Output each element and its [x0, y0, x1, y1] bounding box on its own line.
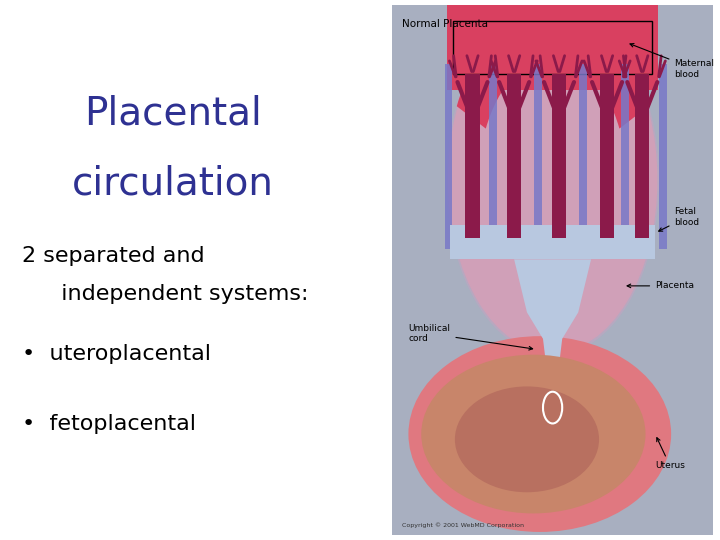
FancyArrowPatch shape [643, 56, 648, 71]
Text: Uterus: Uterus [655, 438, 685, 470]
FancyArrowPatch shape [449, 61, 456, 77]
FancyArrowPatch shape [624, 61, 630, 77]
FancyArrowPatch shape [473, 56, 478, 71]
Bar [534, 64, 542, 249]
FancyArrowPatch shape [508, 56, 513, 71]
Bar [490, 64, 498, 249]
FancyArrowPatch shape [610, 82, 622, 114]
FancyArrowPatch shape [540, 56, 543, 77]
Text: Copyright © 2001 WebMD Corporation: Copyright © 2001 WebMD Corporation [402, 523, 524, 528]
FancyArrowPatch shape [489, 56, 491, 77]
FancyArrowPatch shape [515, 56, 520, 71]
Text: independent systems:: independent systems: [47, 284, 308, 305]
FancyArrowPatch shape [624, 56, 626, 77]
Bar [507, 74, 521, 238]
FancyArrowPatch shape [601, 56, 606, 71]
Bar [660, 64, 667, 249]
FancyBboxPatch shape [454, 21, 652, 74]
Bar [447, 0, 658, 90]
FancyArrowPatch shape [454, 56, 456, 77]
FancyArrowPatch shape [660, 61, 665, 77]
FancyArrowPatch shape [562, 82, 574, 114]
FancyArrowPatch shape [490, 61, 495, 77]
Text: 2 separated and: 2 separated and [22, 246, 204, 267]
Text: Placenta: Placenta [627, 281, 694, 291]
FancyArrowPatch shape [560, 56, 564, 71]
FancyArrowPatch shape [576, 61, 582, 77]
FancyArrowPatch shape [491, 61, 497, 77]
Circle shape [449, 8, 657, 352]
Ellipse shape [455, 387, 599, 492]
FancyArrowPatch shape [536, 61, 542, 77]
FancyArrowPatch shape [627, 82, 639, 114]
Text: Umbilical
cord: Umbilical cord [408, 324, 533, 350]
FancyArrowPatch shape [544, 82, 557, 114]
Polygon shape [514, 259, 591, 365]
FancyArrowPatch shape [624, 56, 626, 77]
Circle shape [447, 5, 658, 355]
FancyArrowPatch shape [636, 56, 642, 71]
FancyArrowPatch shape [475, 82, 487, 114]
Text: Fetal
blood: Fetal blood [659, 207, 699, 231]
Bar [552, 74, 566, 238]
FancyArrowPatch shape [554, 56, 558, 71]
Text: •  uteroplacental: • uteroplacental [22, 343, 210, 364]
Text: Placental: Placental [84, 94, 261, 132]
FancyArrowPatch shape [499, 82, 511, 114]
Bar [450, 225, 655, 259]
Text: circulation: circulation [72, 165, 274, 202]
Bar [465, 74, 480, 238]
FancyArrowPatch shape [575, 56, 578, 77]
Ellipse shape [421, 355, 646, 514]
FancyArrowPatch shape [517, 82, 529, 114]
FancyArrowPatch shape [467, 56, 472, 71]
Text: Normal Placenta: Normal Placenta [402, 18, 488, 29]
FancyArrowPatch shape [495, 56, 498, 77]
Bar [540, 360, 565, 429]
FancyArrowPatch shape [592, 82, 605, 114]
FancyArrowPatch shape [659, 56, 661, 77]
Bar [600, 74, 614, 238]
FancyArrowPatch shape [531, 61, 537, 77]
Bar [635, 74, 649, 238]
FancyArrowPatch shape [608, 56, 613, 71]
Bar [621, 64, 629, 249]
Bar [445, 64, 452, 249]
FancyArrowPatch shape [619, 61, 625, 77]
Bar [579, 64, 587, 249]
FancyArrowPatch shape [531, 56, 533, 77]
Wedge shape [456, 5, 649, 129]
Ellipse shape [408, 336, 671, 532]
FancyArrowPatch shape [645, 82, 657, 114]
FancyArrowPatch shape [457, 82, 470, 114]
Text: •  fetoplacental: • fetoplacental [22, 414, 196, 434]
FancyArrowPatch shape [588, 56, 590, 77]
FancyArrowPatch shape [584, 61, 590, 77]
Text: Maternal
blood: Maternal blood [630, 44, 714, 79]
